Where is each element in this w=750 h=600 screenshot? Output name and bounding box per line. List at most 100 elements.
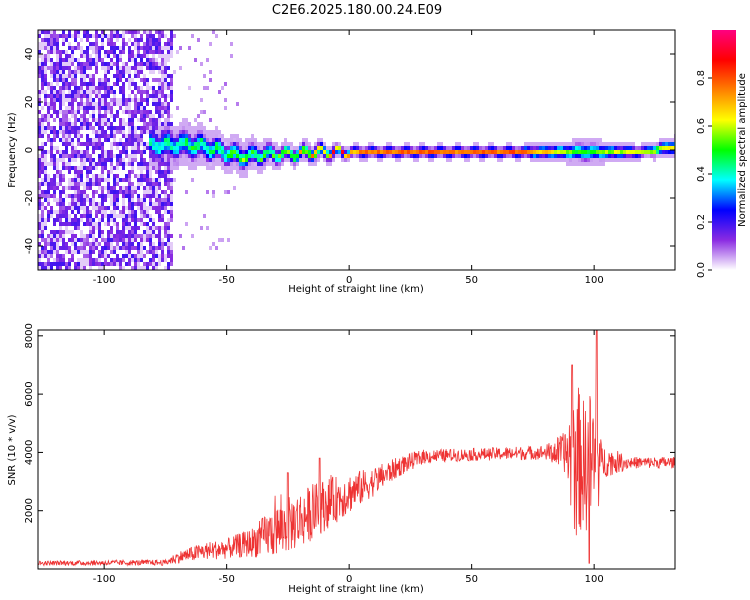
heatmap-cell <box>476 150 479 154</box>
heatmap-cell <box>167 42 170 46</box>
heatmap-cell <box>581 150 584 154</box>
heatmap-cell <box>308 158 311 162</box>
heatmap-cell <box>323 150 326 154</box>
heatmap-cell <box>77 126 80 130</box>
heatmap-cell <box>137 218 140 222</box>
heatmap-cell <box>215 138 218 142</box>
heatmap-cell <box>302 146 305 150</box>
heatmap-cell <box>50 194 53 198</box>
heatmap-cell <box>128 222 131 226</box>
heatmap-cell <box>161 50 164 54</box>
heatmap-cell <box>143 234 146 238</box>
heatmap-cell <box>68 118 71 122</box>
heatmap-cell <box>317 158 320 162</box>
heatmap-cell <box>170 74 173 78</box>
heatmap-cell <box>224 150 227 154</box>
heatmap-cell <box>116 70 119 74</box>
heatmap-cell <box>140 86 143 90</box>
heatmap-cell <box>245 166 248 170</box>
heatmap-cell <box>74 98 77 102</box>
heatmap-cell <box>476 142 479 146</box>
heatmap-cell <box>377 154 380 158</box>
heatmap-cell <box>170 98 173 102</box>
heatmap-cell <box>86 98 89 102</box>
heatmap-cell <box>158 34 161 38</box>
heatmap-cell <box>38 258 41 262</box>
heatmap-cell <box>143 150 146 154</box>
heatmap-cell <box>119 122 122 126</box>
heatmap-cell <box>362 146 365 150</box>
heatmap-cell <box>77 210 80 214</box>
heatmap-cell <box>77 154 80 158</box>
heatmap-cell <box>275 154 278 158</box>
heatmap-cell <box>200 62 203 66</box>
heatmap-cell <box>146 94 149 98</box>
heatmap-cell <box>107 262 110 266</box>
heatmap-cell <box>161 106 164 110</box>
heatmap-cell <box>122 234 125 238</box>
heatmap-cell <box>122 194 125 198</box>
heatmap-cell <box>371 146 374 150</box>
heatmap-cell <box>161 82 164 86</box>
heatmap-cell <box>470 150 473 154</box>
heatmap-cell <box>86 54 89 58</box>
heatmap-cell <box>161 130 164 134</box>
heatmap-cell <box>83 66 86 70</box>
heatmap-cell <box>116 242 119 246</box>
heatmap-cell <box>62 162 65 166</box>
heatmap-cell <box>59 102 62 106</box>
heatmap-cell <box>218 130 221 134</box>
heatmap-cell <box>146 190 149 194</box>
heatmap-cell <box>101 262 104 266</box>
heatmap-cell <box>161 114 164 118</box>
heatmap-cell <box>548 150 551 154</box>
heatmap-cell <box>209 246 212 250</box>
heatmap-cell <box>176 166 179 170</box>
heatmap-cell <box>62 246 65 250</box>
heatmap-cell <box>326 146 329 150</box>
heatmap-cell <box>77 222 80 226</box>
heatmap-cell <box>197 142 200 146</box>
heatmap-cell <box>152 242 155 246</box>
heatmap-cell <box>188 134 191 138</box>
heatmap-cell <box>143 42 146 46</box>
heatmap-cell <box>242 174 245 178</box>
heatmap-cell <box>47 46 50 50</box>
heatmap-cell <box>398 154 401 158</box>
heatmap-cell <box>233 146 236 150</box>
heatmap-cell <box>56 82 59 86</box>
heatmap-cell <box>122 186 125 190</box>
heatmap-cell <box>107 150 110 154</box>
heatmap-cell <box>38 46 41 50</box>
heatmap-cell <box>44 142 47 146</box>
heatmap-cell <box>53 42 56 46</box>
heatmap-cell <box>470 146 473 150</box>
heatmap-cell <box>224 170 227 174</box>
heatmap-cell <box>473 150 476 154</box>
heatmap-cell <box>38 214 41 218</box>
heatmap-cell <box>77 226 80 230</box>
heatmap-cell <box>164 202 167 206</box>
heatmap-cell <box>113 222 116 226</box>
heatmap-cell <box>152 122 155 126</box>
heatmap-cell <box>257 154 260 158</box>
heatmap-cell <box>98 114 101 118</box>
heatmap-cell <box>128 154 131 158</box>
heatmap-cell <box>95 102 98 106</box>
heatmap-cell <box>209 158 212 162</box>
heatmap-cell <box>599 158 602 162</box>
heatmap-cell <box>107 110 110 114</box>
heatmap-cell <box>449 154 452 158</box>
heatmap-cell <box>74 206 77 210</box>
heatmap-cell <box>329 162 332 166</box>
heatmap-cell <box>503 150 506 154</box>
heatmap-cell <box>380 146 383 150</box>
heatmap-cell <box>140 198 143 202</box>
heatmap-cell <box>233 142 236 146</box>
heatmap-cell <box>137 266 140 270</box>
heatmap-cell <box>38 190 41 194</box>
heatmap-cell <box>152 230 155 234</box>
heatmap-cell <box>629 154 632 158</box>
heatmap-cell <box>416 154 419 158</box>
heatmap-cell <box>38 230 41 234</box>
